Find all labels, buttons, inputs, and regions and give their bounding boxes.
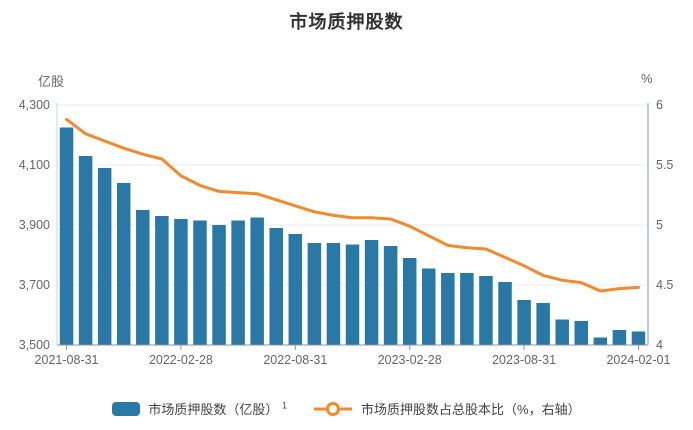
bar — [574, 321, 589, 345]
left-axis-tick-label: 4,300 — [19, 98, 50, 112]
left-axis-tick-label: 3,700 — [19, 278, 50, 292]
bar — [383, 246, 398, 345]
line-series — [65, 117, 640, 293]
bar — [422, 268, 436, 345]
bar — [402, 258, 417, 345]
line-series-label: 市场质押股数占总股本比（%，右轴） — [361, 402, 581, 417]
bar-series-label: 市场质押股数（亿股） 1 — [148, 400, 288, 417]
bar — [460, 273, 474, 345]
bar — [78, 156, 93, 345]
left-axis-tick-label: 4,100 — [19, 158, 50, 172]
bar — [517, 300, 531, 345]
bar — [269, 228, 283, 345]
bar — [307, 243, 322, 345]
bar — [612, 330, 627, 345]
chart-canvas: 4,3004,1003,9003,7003,50065.554.542021-0… — [19, 98, 674, 367]
x-axis-labels: 2021-08-31 2022-02-28 2022-08-31 2023-02-28… — [35, 345, 670, 367]
chart-title: 市场质押股数 — [289, 12, 404, 32]
axis-tick-labels: 4,300 4,100 3,900 3,700 3,500 6 5.5 5 4.5 4 — [19, 98, 674, 352]
line-series-marker-icon — [314, 401, 353, 416]
right-axis-unit-label: % — [641, 71, 653, 86]
bar — [116, 183, 131, 345]
left-axis-unit-label: 亿股 — [38, 74, 65, 89]
x-axis-tick-label: 2024-02-01 — [606, 353, 670, 367]
bar — [326, 243, 341, 345]
bar — [536, 303, 550, 345]
axis-lines — [56, 103, 649, 346]
x-axis-tick-label: 2021-08-31 — [35, 353, 99, 367]
bar — [555, 319, 569, 345]
bar — [155, 216, 169, 345]
bar — [631, 331, 646, 345]
bar — [441, 273, 455, 345]
x-axis-tick-label: 2023-08-31 — [492, 353, 556, 367]
bar — [136, 210, 150, 345]
legend-item-bar-series[interactable]: 市场质押股数（亿股） 1 — [112, 399, 287, 418]
bar — [288, 234, 303, 345]
left-axis-tick-label: 3,500 — [19, 338, 50, 352]
bar — [212, 225, 226, 345]
right-axis-tick-label: 6 — [656, 98, 663, 112]
bar — [59, 127, 74, 345]
bar — [250, 217, 264, 345]
bar — [97, 168, 112, 345]
right-axis-tick-label: 5.5 — [656, 158, 673, 172]
x-axis-tick-label: 2023-02-28 — [378, 353, 442, 367]
bar-series — [59, 127, 646, 345]
bar — [345, 244, 360, 345]
right-axis-tick-label: 5 — [656, 218, 663, 232]
bar — [498, 282, 512, 345]
bar-series-swatch-icon — [112, 401, 141, 416]
right-axis-tick-label: 4.5 — [656, 278, 673, 292]
bar — [174, 219, 188, 345]
bar — [364, 240, 379, 345]
bar — [193, 220, 207, 345]
footnote-superscript: 1 — [282, 400, 288, 411]
legend-item-line-series[interactable]: 市场质押股数占总股本比（%，右轴） — [313, 399, 581, 418]
bar — [231, 220, 245, 345]
right-axis-tick-label: 4 — [656, 338, 663, 352]
left-axis-tick-label: 3,900 — [19, 218, 50, 232]
bar — [593, 337, 608, 345]
x-axis-tick-label: 2022-02-28 — [149, 353, 213, 367]
x-axis-tick-label: 2022-08-31 — [263, 353, 327, 367]
bar — [479, 276, 493, 345]
chart-legend: 市场质押股数（亿股） 1 市场质押股数占总股本比（%，右轴） — [0, 399, 693, 418]
